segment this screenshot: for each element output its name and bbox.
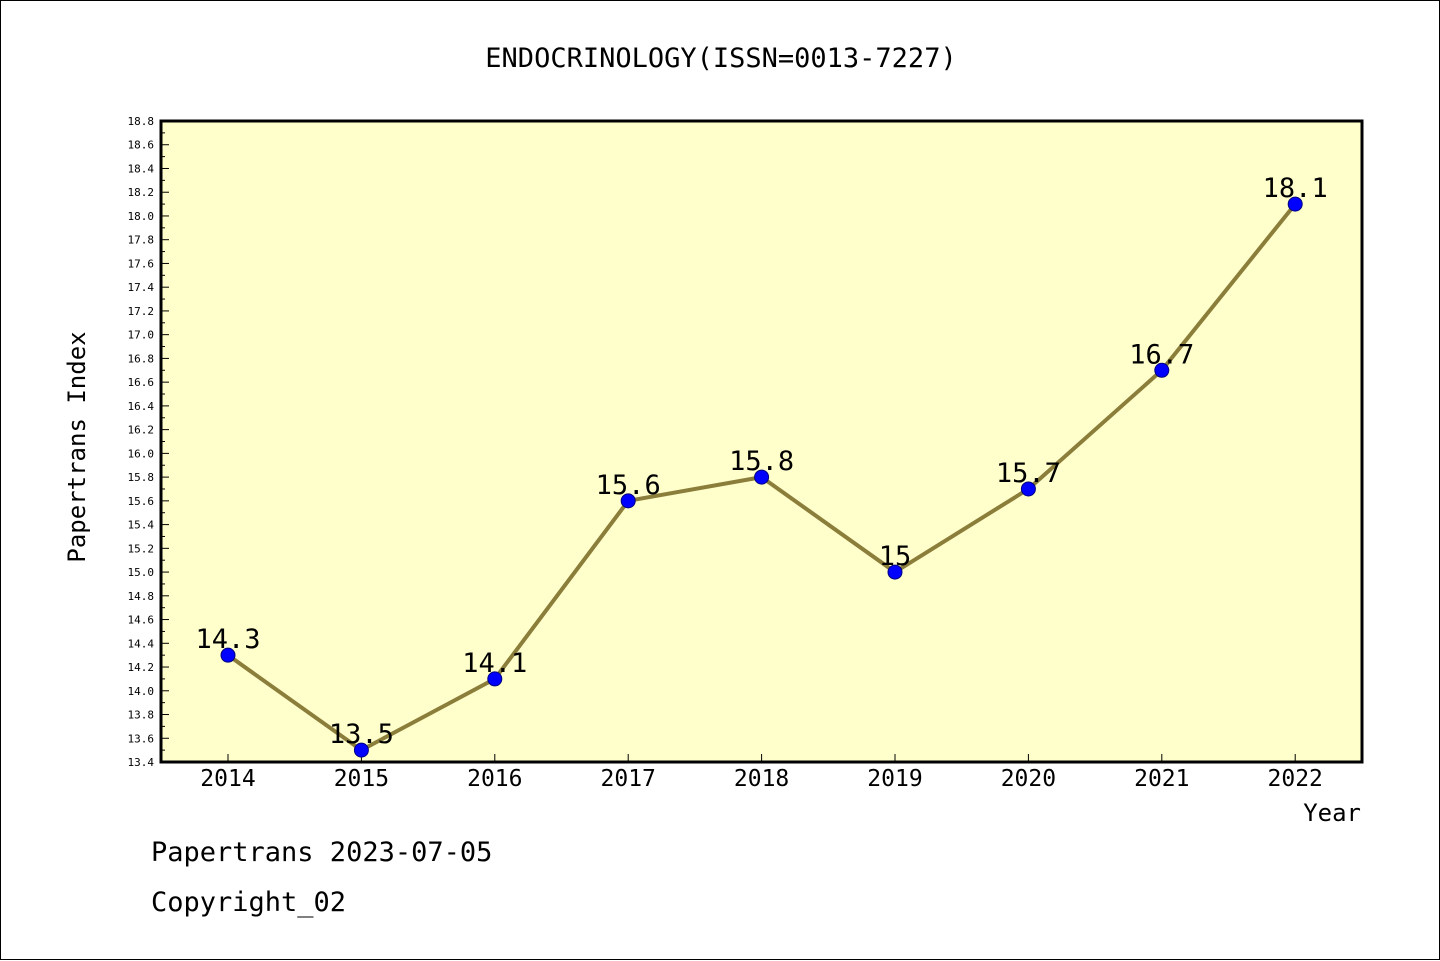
data-point [887,564,903,580]
y-tick-label: 18.2 [128,186,155,199]
y-tick-label: 14.2 [128,661,155,674]
x-tick-label: 2021 [1134,766,1189,792]
footer-copyright-text: Copyright_02 [151,887,347,918]
data-point [353,742,369,758]
x-tick-label: 2017 [601,766,656,792]
x-tick-label: 2020 [1001,766,1056,792]
data-label: 18.1 [1263,173,1328,204]
data-label: 15 [879,541,912,572]
y-tick-label: 13.6 [128,732,155,745]
x-tick-label: 2018 [734,766,789,792]
x-tick-label: 2014 [200,766,255,792]
y-tick-label: 15.2 [128,542,155,555]
data-labels: 14.3 13.5 14.1 15.6 15.8 15 15.7 16.7 18.1 [195,173,1327,750]
data-points [220,196,1303,758]
x-axis: 2014 2015 2016 2017 2018 2019 2020 2021 2022 [200,754,1323,792]
y-tick-label: 14.6 [128,614,155,627]
y-axis-label: Papertrans Index [63,331,91,562]
data-label: 15.8 [729,446,794,477]
data-label: 14.1 [462,648,527,679]
y-tick-label: 14.8 [128,590,155,603]
y-axis: 13.4 13.6 13.8 14.0 14.2 14.4 14.6 14.8 15.0 15.2… [128,115,169,769]
data-label: 16.7 [1129,339,1194,370]
x-tick-label: 2016 [467,766,522,792]
data-label: 14.3 [195,624,260,655]
data-point [220,647,236,663]
y-tick-label: 17.0 [128,329,155,342]
y-tick-label: 17.2 [128,305,155,318]
y-tick-label: 15.4 [128,519,155,532]
data-point [1287,196,1303,212]
data-label: 15.7 [996,458,1061,489]
y-tick-label: 16.8 [128,352,155,365]
y-tick-label: 16.0 [128,447,155,460]
y-tick-label: 15.8 [128,471,155,484]
y-tick-label: 17.4 [128,281,155,294]
y-tick-label: 14.4 [128,637,155,650]
data-point [754,469,770,485]
y-tick-label: 16.6 [128,376,155,389]
y-tick-label: 18.8 [128,115,155,128]
data-label: 13.5 [329,719,394,750]
x-tick-label: 2022 [1268,766,1323,792]
footer-date-text: Papertrans 2023-07-05 [151,837,493,868]
x-axis-label: Year [1303,799,1361,827]
data-point [1020,481,1036,497]
data-label: 15.6 [596,470,661,501]
y-tick-label: 18.6 [128,139,155,152]
plot-area [159,119,1364,764]
y-tick-label: 13.4 [128,756,155,769]
y-tick-label: 17.6 [128,257,155,270]
y-tick-label: 15.0 [128,566,155,579]
y-tick-label: 16.4 [128,400,155,413]
y-tick-label: 15.6 [128,495,155,508]
y-tick-label: 17.8 [128,234,155,247]
data-point [487,671,503,687]
y-tick-label: 18.0 [128,210,155,223]
data-point [620,493,636,509]
y-tick-label: 14.0 [128,685,155,698]
y-tick-label: 13.8 [128,709,155,722]
x-tick-label: 2015 [334,766,389,792]
x-tick-label: 2019 [867,766,922,792]
chart-title: ENDOCRINOLOGY(ISSN=0013-7227) [485,43,956,74]
y-tick-label: 16.2 [128,424,155,437]
y-tick-label: 18.4 [128,162,155,175]
data-point [1154,362,1170,378]
